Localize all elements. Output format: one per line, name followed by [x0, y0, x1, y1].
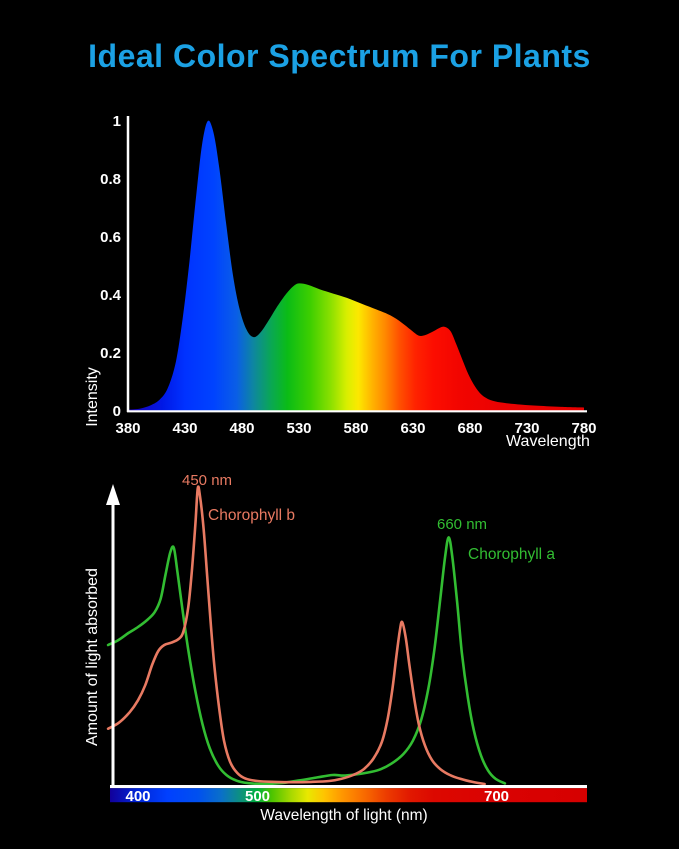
page-title: Ideal Color Spectrum For Plants — [88, 38, 591, 74]
wavelength-colorbar — [110, 788, 587, 803]
x-tick-label: 630 — [400, 420, 425, 437]
colorbar-tick-labels: 400 500 700 — [125, 788, 509, 805]
annotation-chlorophyll-b: Chorophyll b — [208, 507, 295, 524]
x-tick-label: 530 — [286, 420, 311, 437]
annotation-chlorophyll-a: Chorophyll a — [468, 546, 555, 563]
colorbar-tick-label: 400 — [125, 788, 150, 805]
y-tick-label: 0 — [113, 403, 121, 420]
annotation-660nm: 660 nm — [437, 516, 487, 533]
spectrum-x-tick-labels: 380 430 480 530 580 630 680 730 780 — [115, 420, 596, 437]
y-tick-label: 0.6 — [100, 229, 121, 246]
colorbar-tick-label: 700 — [484, 788, 509, 805]
x-tick-label: 380 — [115, 420, 140, 437]
x-tick-label: 680 — [457, 420, 482, 437]
absorption-x-axis-label: Wavelength of light (nm) — [260, 807, 427, 824]
absorption-chart: 400 500 700 Amount of light absorbed Wavel… — [84, 472, 587, 824]
y-tick-label: 0.2 — [100, 345, 121, 362]
absorption-baseline — [110, 785, 587, 789]
absorption-y-axis-arrowhead — [106, 484, 120, 505]
absorption-y-axis-label: Amount of light absorbed — [84, 568, 101, 746]
x-tick-label: 430 — [172, 420, 197, 437]
spectrum-chart: 0 0.2 0.4 0.6 0.8 1 380 430 480 530 580 630 680 730 7… — [84, 113, 597, 450]
x-tick-label: 730 — [514, 420, 539, 437]
spectrum-y-axis-label: Intensity — [84, 367, 101, 427]
spectrum-area-fill — [128, 120, 584, 411]
x-tick-label: 780 — [571, 420, 596, 437]
chlorophyll-b-curve — [106, 485, 486, 786]
y-tick-label: 0.4 — [100, 287, 122, 304]
spectrum-x-axis-label: Wavelength — [506, 433, 590, 450]
colorbar-tick-label: 500 — [245, 788, 270, 805]
chlorophyll-a-curve — [106, 535, 507, 786]
x-tick-label: 480 — [229, 420, 254, 437]
spectrum-y-tick-labels: 0 0.2 0.4 0.6 0.8 1 — [100, 113, 122, 420]
y-tick-label: 0.8 — [100, 171, 121, 188]
y-tick-label: 1 — [113, 113, 121, 130]
annotation-450nm: 450 nm — [182, 472, 232, 489]
x-tick-label: 580 — [343, 420, 368, 437]
